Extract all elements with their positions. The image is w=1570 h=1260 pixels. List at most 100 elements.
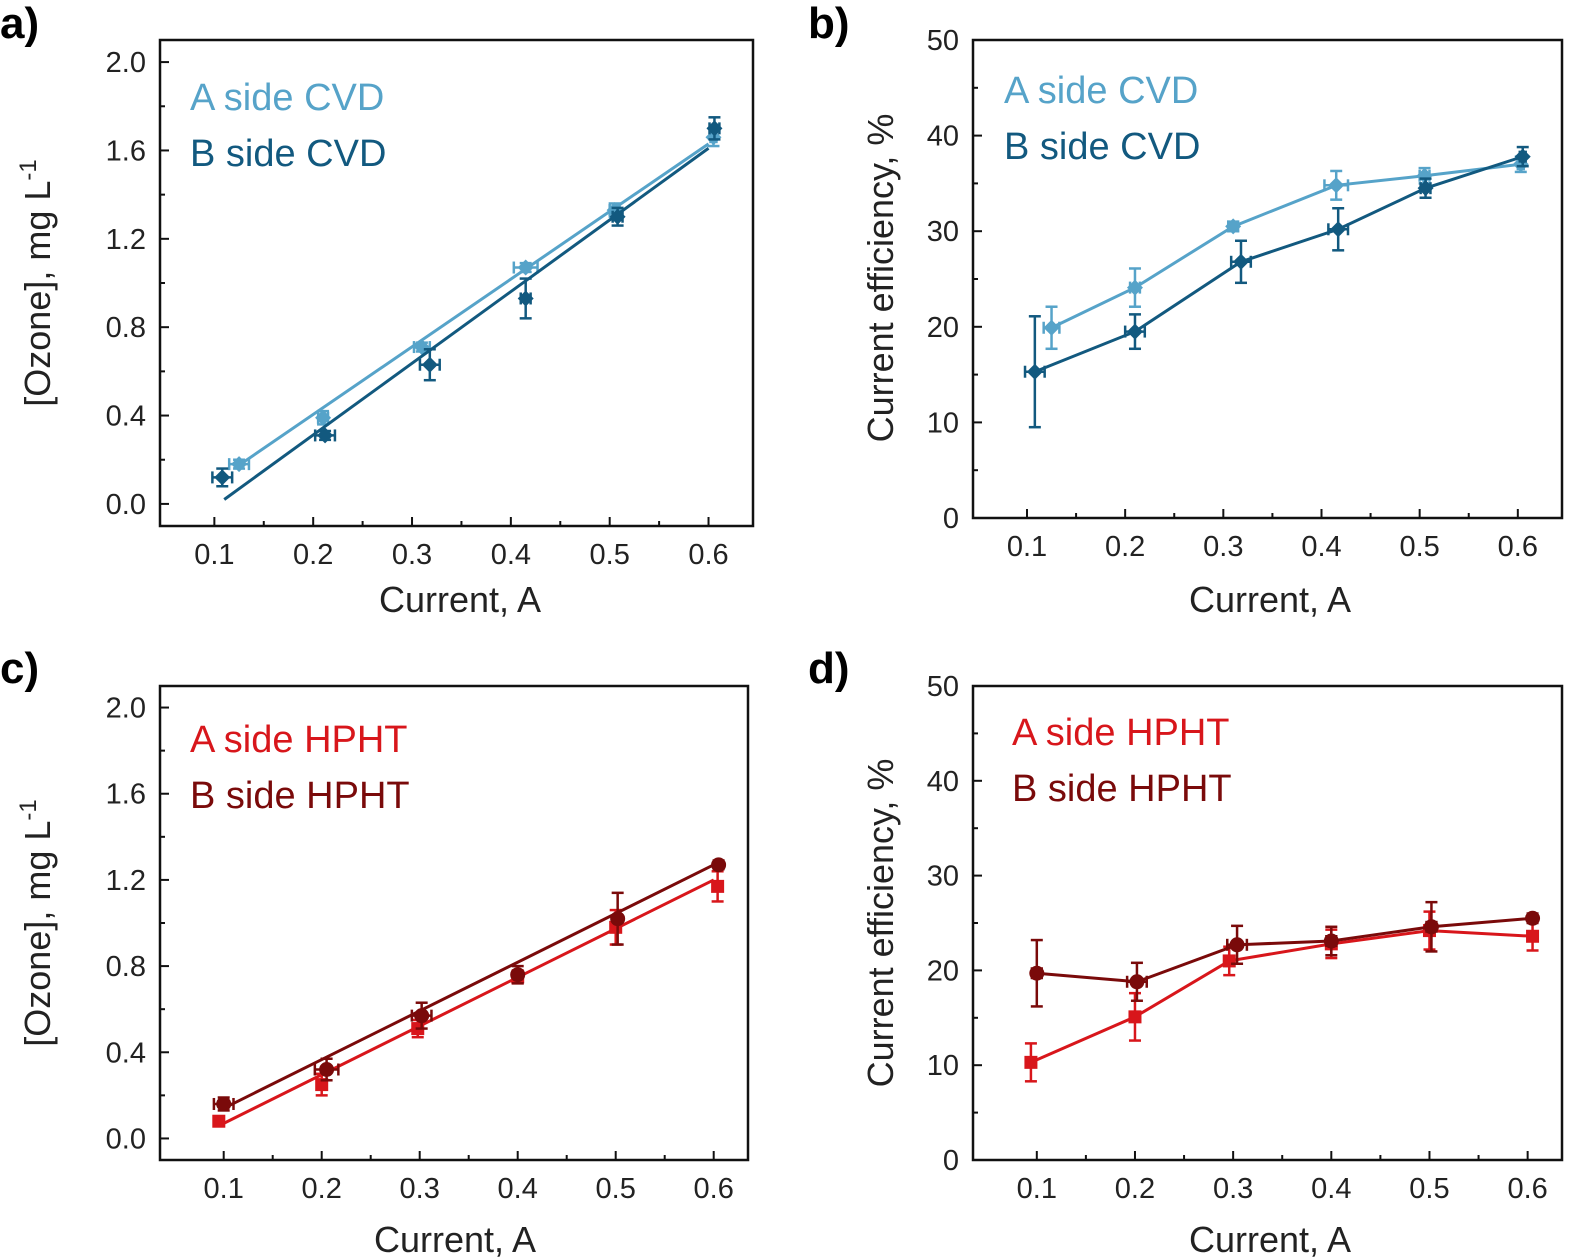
data-point bbox=[1323, 933, 1339, 949]
y-tick-label: 10 bbox=[927, 1050, 959, 1082]
y-tick-label: 1.6 bbox=[106, 135, 146, 167]
x-tick-label: 0.2 bbox=[302, 1173, 342, 1205]
data-point bbox=[421, 356, 438, 373]
y-tick-label: 2.0 bbox=[106, 693, 146, 725]
y-tick-label: 0 bbox=[943, 503, 959, 535]
x-tick-label: 0.1 bbox=[194, 539, 234, 571]
chart-panel-d: d) 0.1 0.2 0.3 0.4 0.5 0.6 0 10 20 30 40 50 Current, … bbox=[808, 644, 1564, 1260]
x-tick-label: 0.4 bbox=[498, 1173, 538, 1205]
data-point bbox=[1232, 253, 1249, 270]
series-line bbox=[1030, 929, 1533, 1064]
x-tick-label: 0.1 bbox=[204, 1173, 244, 1205]
data-point bbox=[610, 911, 626, 927]
x-tick-label: 0.2 bbox=[293, 539, 333, 571]
x-tick-label: 0.6 bbox=[1507, 1173, 1547, 1205]
x-tick-label: 0.5 bbox=[596, 1173, 636, 1205]
legend-entry: B side HPHT bbox=[190, 775, 410, 817]
x-axis-title: Current, A bbox=[1189, 579, 1351, 620]
fit-line bbox=[223, 863, 715, 1110]
series-line bbox=[1050, 162, 1521, 330]
series-1 bbox=[227, 127, 722, 473]
y-tick-label: 40 bbox=[927, 766, 959, 798]
series-2 bbox=[1029, 900, 1541, 1008]
y-tick-label: 1.2 bbox=[106, 224, 146, 256]
data-point bbox=[319, 1062, 335, 1078]
x-tick-label: 0.3 bbox=[400, 1173, 440, 1205]
x-tick-label: 0.1 bbox=[1007, 531, 1047, 563]
series-2 bbox=[212, 857, 727, 1112]
y-tick-label: 1.6 bbox=[106, 779, 146, 811]
x-tick-label: 0.6 bbox=[1498, 531, 1538, 563]
data-point bbox=[711, 857, 727, 873]
data-point bbox=[1222, 954, 1236, 968]
x-axis-title: Current, A bbox=[379, 579, 541, 620]
fit-line bbox=[233, 142, 710, 470]
x-tick-label: 0.5 bbox=[590, 539, 630, 571]
data-point bbox=[1417, 180, 1434, 197]
data-point bbox=[1128, 1010, 1142, 1024]
x-tick-label: 0.4 bbox=[1311, 1173, 1351, 1205]
data-point bbox=[214, 469, 231, 486]
y-axis-title-superscript: -1 bbox=[15, 159, 42, 180]
y-axis-title: [Ozone], mg L-1 bbox=[15, 159, 58, 406]
x-tick-label: 0.3 bbox=[1213, 1173, 1253, 1205]
x-tick-label: 0.3 bbox=[392, 539, 432, 571]
x-axis-title: Current, A bbox=[1189, 1219, 1351, 1260]
panel-label: c) bbox=[0, 644, 39, 693]
data-point bbox=[711, 879, 725, 893]
y-tick-label: 30 bbox=[927, 216, 959, 248]
x-tick-label: 0.3 bbox=[1203, 531, 1243, 563]
data-point bbox=[1330, 221, 1347, 238]
legend-entry: A side HPHT bbox=[190, 719, 408, 761]
y-tick-label: 0 bbox=[943, 1145, 959, 1177]
data-point bbox=[517, 290, 534, 307]
y-axis-title-superscript: -1 bbox=[15, 799, 42, 820]
data-point bbox=[1526, 929, 1540, 943]
y-tick-label: 20 bbox=[927, 955, 959, 987]
y-tick-label: 30 bbox=[927, 861, 959, 893]
y-axis-title: Current efficiency, % bbox=[860, 759, 901, 1088]
data-point bbox=[1225, 218, 1242, 235]
data-point bbox=[212, 1114, 226, 1128]
x-tick-label: 0.4 bbox=[1301, 531, 1341, 563]
panel-label: d) bbox=[808, 644, 850, 693]
data-point bbox=[1423, 919, 1439, 935]
x-tick-label: 0.5 bbox=[1399, 531, 1439, 563]
data-point bbox=[1029, 965, 1045, 981]
data-point bbox=[1129, 974, 1145, 990]
data-point bbox=[517, 259, 534, 276]
chart-panel-a: a) 0.1 0.2 0.3 0.4 0.5 0.6 0.0 0.4 0.8 1.2 1.6 2.0 Cu… bbox=[0, 0, 755, 620]
panel-label: b) bbox=[808, 0, 850, 48]
chart-panel-b: b) 0.1 0.2 0.3 0.4 0.5 0.6 0 10 20 30 40 50 Current, … bbox=[808, 0, 1564, 620]
legend-entry: A side HPHT bbox=[1012, 712, 1230, 754]
data-point bbox=[414, 1008, 430, 1024]
y-tick-label: 0.0 bbox=[106, 1123, 146, 1155]
y-axis-title: Current efficiency, % bbox=[860, 114, 901, 443]
data-point bbox=[231, 456, 248, 473]
x-tick-label: 0.6 bbox=[688, 539, 728, 571]
data-point bbox=[706, 120, 723, 137]
panel-label: a) bbox=[0, 0, 39, 48]
y-tick-label: 0.0 bbox=[106, 489, 146, 521]
y-tick-label: 20 bbox=[927, 312, 959, 344]
data-point bbox=[1328, 177, 1345, 194]
series-line bbox=[1034, 155, 1524, 374]
series-line bbox=[1036, 916, 1533, 984]
x-tick-label: 0.6 bbox=[694, 1173, 734, 1205]
y-tick-label: 0.8 bbox=[106, 312, 146, 344]
data-point bbox=[1126, 323, 1143, 340]
x-tick-label: 0.5 bbox=[1409, 1173, 1449, 1205]
x-tick-label: 0.1 bbox=[1017, 1173, 1057, 1205]
data-point bbox=[1514, 148, 1531, 165]
y-tick-label: 50 bbox=[927, 25, 959, 57]
data-point bbox=[1229, 937, 1245, 953]
data-point bbox=[1525, 910, 1541, 926]
y-tick-label: 0.8 bbox=[106, 951, 146, 983]
y-tick-label: 10 bbox=[927, 407, 959, 439]
data-point bbox=[1024, 1055, 1038, 1069]
legend-entry: A side CVD bbox=[1004, 70, 1198, 112]
x-tick-label: 0.4 bbox=[491, 539, 531, 571]
data-point bbox=[609, 208, 626, 225]
series-1 bbox=[1024, 910, 1540, 1083]
